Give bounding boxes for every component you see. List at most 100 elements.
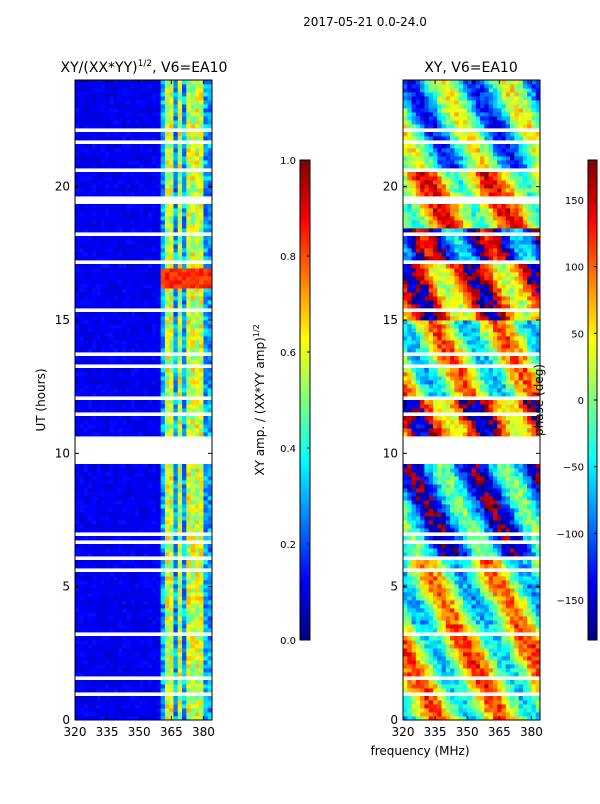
amp-cell xyxy=(88,108,93,112)
amp-cell xyxy=(152,244,157,248)
amp-cell xyxy=(195,608,200,612)
amp-cell xyxy=(186,696,191,700)
amp-cell xyxy=(191,696,196,700)
amp-cell xyxy=(191,428,196,432)
amp-cell xyxy=(101,220,106,224)
amp-cell xyxy=(186,88,191,92)
amp-cell xyxy=(186,340,191,344)
amp-cell xyxy=(105,344,110,348)
phase-cell xyxy=(420,684,425,688)
amp-cell xyxy=(79,708,84,712)
amp-cell xyxy=(144,84,149,88)
amp-cell xyxy=(131,404,136,408)
amp-cell xyxy=(165,96,170,100)
amp-cell xyxy=(139,420,144,424)
amp-cell xyxy=(139,696,144,700)
amp-cell xyxy=(169,160,174,164)
phase-cell xyxy=(519,704,524,708)
amp-cell xyxy=(195,96,200,100)
amp-cell xyxy=(92,156,97,160)
phase-cell xyxy=(519,712,524,716)
amp-cell xyxy=(109,356,114,360)
amp-cell xyxy=(165,628,170,632)
amp-cell xyxy=(173,144,178,148)
amp-cell xyxy=(126,152,131,156)
amp-cell xyxy=(182,124,187,128)
amp-cell xyxy=(148,496,153,500)
amp-cell xyxy=(186,112,191,116)
amp-cell xyxy=(96,312,101,316)
amp-cell xyxy=(156,280,161,284)
amp-cell xyxy=(161,276,166,280)
amp-cell xyxy=(139,244,144,248)
amp-cell xyxy=(165,620,170,624)
amp-cell xyxy=(182,696,187,700)
amp-cell xyxy=(139,672,144,676)
amp-cell xyxy=(186,492,191,496)
amp-cell xyxy=(161,464,166,468)
amp-cell xyxy=(109,152,114,156)
amp-cell xyxy=(182,624,187,628)
amp-cell xyxy=(114,484,119,488)
phase-cell xyxy=(429,648,434,652)
amp-cell xyxy=(118,404,123,408)
amp-cell xyxy=(195,264,200,268)
amp-cell xyxy=(178,248,183,252)
amp-cell xyxy=(144,296,149,300)
amp-cell xyxy=(92,480,97,484)
amp-cell xyxy=(131,208,136,212)
amp-cell xyxy=(131,708,136,712)
amp-cell xyxy=(92,648,97,652)
phase-cell xyxy=(476,684,481,688)
amp-cell xyxy=(122,116,127,120)
amp-cell xyxy=(101,216,106,220)
amp-cell xyxy=(161,564,166,568)
amp-cell xyxy=(148,120,153,124)
amp-cell xyxy=(203,264,208,268)
amp-cell xyxy=(105,544,110,548)
phase-cell xyxy=(454,644,459,648)
amp-cell xyxy=(186,672,191,676)
amp-cell xyxy=(161,256,166,260)
amp-cell xyxy=(118,696,123,700)
amp-cell xyxy=(169,684,174,688)
amp-cell xyxy=(79,84,84,88)
amp-cell xyxy=(148,592,153,596)
amp-cell xyxy=(161,244,166,248)
amp-cell xyxy=(79,252,84,256)
phase-cell xyxy=(476,664,481,668)
amp-cell xyxy=(191,384,196,388)
amp-cell xyxy=(109,320,114,324)
amp-cell xyxy=(203,104,208,108)
amp-cell xyxy=(75,628,80,632)
amp-cell xyxy=(92,656,97,660)
amp-cell xyxy=(165,636,170,640)
amp-cell xyxy=(109,628,114,632)
amp-cell xyxy=(203,388,208,392)
amp-cell xyxy=(84,376,89,380)
amp-cell xyxy=(79,124,84,128)
amp-cell xyxy=(178,356,183,360)
amp-cell xyxy=(118,420,123,424)
phase-cell xyxy=(519,688,524,692)
amp-cell xyxy=(203,376,208,380)
phase-cell xyxy=(454,712,459,716)
amp-cell xyxy=(96,212,101,216)
amp-cell xyxy=(199,92,204,96)
amp-cell xyxy=(101,600,106,604)
amp-cell xyxy=(152,516,157,520)
amp-cell xyxy=(79,116,84,120)
amp-cell xyxy=(161,496,166,500)
phase-cell xyxy=(489,688,494,692)
amp-cell xyxy=(122,484,127,488)
amp-cell xyxy=(195,320,200,324)
amp-cell xyxy=(92,384,97,388)
amp-cell xyxy=(165,400,170,404)
amp-cell xyxy=(88,580,93,584)
amp-cell xyxy=(178,544,183,548)
amp-cell xyxy=(101,392,106,396)
amp-cell xyxy=(152,420,157,424)
amp-cell xyxy=(105,116,110,120)
amp-cell xyxy=(144,636,149,640)
amp-cell xyxy=(199,672,204,676)
